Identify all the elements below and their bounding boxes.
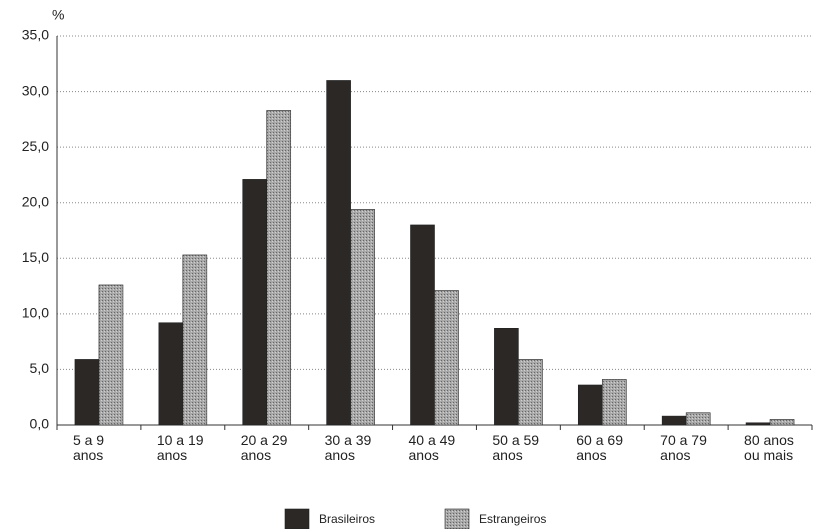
- legend-swatch: [444, 508, 470, 529]
- y-tick-label: 20,0: [22, 193, 49, 209]
- legend-label: Estrangeiros: [479, 512, 546, 526]
- y-tick-label: 35,0: [22, 27, 49, 43]
- y-tick-label: 10,0: [22, 305, 49, 321]
- bar: [350, 209, 375, 426]
- x-tick-label: 40 a 49 anos: [408, 432, 456, 463]
- x-tick-label: 70 a 79 anos: [660, 432, 707, 463]
- y-unit: %: [52, 7, 64, 23]
- bar: [158, 322, 184, 426]
- bar: [182, 254, 208, 426]
- x-tick-label: 5 a 9 anos: [72, 432, 105, 463]
- legend-label: Brasileiros: [319, 512, 375, 526]
- bar: [266, 110, 292, 426]
- x-tick-label: 50 a 59 anos: [492, 432, 540, 463]
- y-tick-label: 5,0: [30, 360, 50, 376]
- x-tick-label: 60 a 69 anos: [576, 432, 623, 463]
- y-tick-label: 15,0: [22, 249, 49, 265]
- bar: [74, 359, 100, 426]
- bar: [98, 284, 124, 426]
- bar: [577, 384, 603, 426]
- bar: [601, 379, 627, 426]
- legend-swatch: [284, 508, 310, 529]
- x-tick-label: 10 a 19 anos: [156, 432, 204, 463]
- x-tick-label: 20 a 29 anos: [240, 432, 288, 463]
- y-tick-label: 30,0: [22, 82, 49, 98]
- bar: [518, 359, 543, 426]
- x-tick-label: 80 anos ou mais: [744, 432, 794, 463]
- bar: [242, 179, 268, 426]
- bar: [661, 415, 687, 426]
- bar: [494, 328, 519, 426]
- bar: [326, 80, 351, 426]
- bar: [769, 419, 795, 426]
- y-tick-label: 0,0: [30, 416, 50, 432]
- bar: [434, 290, 459, 426]
- y-tick-label: 25,0: [22, 138, 49, 154]
- bar: [745, 422, 771, 426]
- bar: [410, 224, 435, 426]
- bar: [685, 412, 711, 426]
- x-tick-label: 30 a 39 anos: [324, 432, 372, 463]
